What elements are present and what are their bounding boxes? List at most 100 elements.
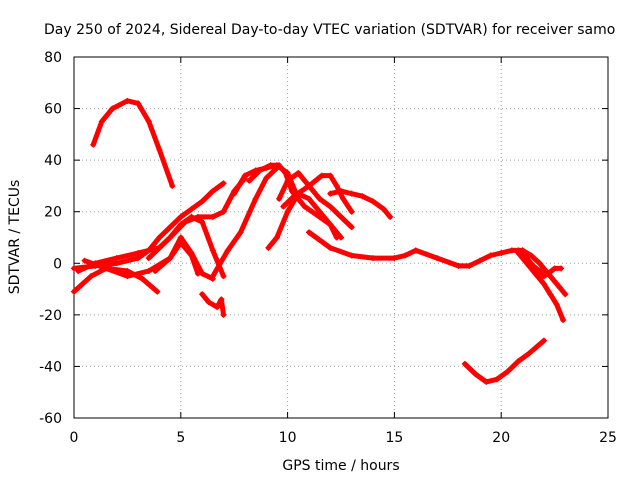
data-point bbox=[305, 182, 312, 189]
data-point bbox=[209, 188, 216, 195]
data-point bbox=[461, 360, 468, 367]
data-point bbox=[113, 255, 120, 262]
data-point bbox=[472, 371, 479, 378]
series-arc-13 bbox=[276, 170, 355, 231]
data-point bbox=[92, 260, 99, 267]
data-point bbox=[75, 268, 82, 275]
data-point bbox=[391, 255, 398, 262]
data-point bbox=[553, 301, 560, 308]
data-point bbox=[545, 270, 552, 277]
data-point bbox=[237, 229, 244, 236]
data-point bbox=[525, 350, 532, 357]
data-point bbox=[167, 224, 174, 231]
data-point bbox=[476, 257, 483, 264]
data-point bbox=[103, 265, 110, 272]
data-point bbox=[327, 221, 334, 228]
y-tick-label: 40 bbox=[44, 153, 62, 169]
data-point bbox=[333, 182, 340, 189]
data-point bbox=[81, 257, 88, 264]
data-point bbox=[387, 213, 394, 220]
data-point bbox=[139, 275, 146, 282]
data-point bbox=[455, 262, 462, 269]
data-point bbox=[71, 265, 77, 272]
data-point bbox=[177, 234, 184, 241]
data-point bbox=[301, 203, 308, 210]
series-line bbox=[210, 165, 280, 279]
data-point bbox=[167, 234, 174, 241]
series-line bbox=[520, 247, 568, 297]
data-point bbox=[167, 255, 174, 262]
data-point bbox=[515, 249, 522, 256]
data-point bbox=[338, 213, 344, 220]
data-point bbox=[169, 182, 176, 189]
data-point bbox=[145, 118, 152, 125]
data-point bbox=[536, 268, 543, 275]
data-point bbox=[267, 162, 274, 169]
data-point bbox=[214, 304, 221, 311]
data-point bbox=[182, 219, 189, 226]
data-point bbox=[109, 105, 116, 112]
data-point bbox=[188, 249, 195, 256]
series-line bbox=[462, 338, 547, 385]
data-point bbox=[113, 260, 120, 267]
data-point bbox=[348, 252, 355, 259]
data-point bbox=[145, 255, 152, 262]
data-point bbox=[540, 337, 547, 344]
data-point bbox=[340, 195, 347, 202]
data-point bbox=[263, 175, 270, 182]
data-point bbox=[348, 224, 355, 231]
series-line bbox=[71, 180, 226, 271]
data-point bbox=[402, 252, 409, 259]
data-point bbox=[90, 141, 97, 148]
data-point bbox=[284, 177, 291, 184]
data-point bbox=[434, 255, 441, 262]
data-point bbox=[276, 195, 283, 202]
series-line bbox=[265, 191, 344, 251]
data-point bbox=[246, 177, 253, 184]
data-point bbox=[305, 229, 312, 236]
data-point bbox=[483, 378, 490, 385]
plot-frame bbox=[73, 56, 609, 419]
data-point bbox=[199, 270, 206, 277]
data-point bbox=[124, 268, 131, 275]
data-point bbox=[205, 298, 212, 305]
series-arc-7 bbox=[152, 234, 216, 282]
data-point bbox=[519, 247, 526, 254]
series-line bbox=[515, 250, 566, 323]
x-tick-label: 0 bbox=[70, 430, 79, 446]
series-arc-20 bbox=[461, 337, 547, 385]
series-arc-8 bbox=[199, 291, 227, 318]
data-point bbox=[536, 260, 543, 267]
data-point bbox=[145, 268, 152, 275]
data-point bbox=[156, 234, 163, 241]
y-tick-label: -40 bbox=[39, 359, 62, 375]
data-point bbox=[466, 262, 473, 269]
data-point bbox=[209, 273, 216, 280]
y-tick-label: 60 bbox=[44, 102, 62, 118]
y-tick-label: 80 bbox=[44, 50, 62, 66]
series-arc-18 bbox=[515, 249, 567, 324]
data-point bbox=[209, 247, 216, 254]
y-tick-label: 0 bbox=[53, 256, 62, 272]
data-point bbox=[380, 206, 387, 213]
data-point bbox=[558, 265, 565, 272]
data-point bbox=[318, 172, 325, 179]
data-point bbox=[220, 273, 227, 280]
data-point bbox=[305, 195, 312, 202]
data-point bbox=[135, 255, 142, 262]
data-point bbox=[532, 270, 539, 277]
series-line bbox=[276, 170, 355, 230]
data-point bbox=[327, 203, 334, 210]
data-point bbox=[547, 291, 554, 298]
data-point bbox=[231, 190, 238, 197]
data-point bbox=[284, 208, 291, 215]
x-tick-label: 5 bbox=[176, 430, 185, 446]
data-point bbox=[504, 368, 511, 375]
data-point bbox=[327, 172, 334, 179]
x-axis-label: GPS time / hours bbox=[282, 458, 399, 474]
y-axis-label: SDTVAR / TECUs bbox=[7, 180, 23, 295]
data-point bbox=[218, 296, 225, 303]
data-point bbox=[316, 195, 323, 202]
data-point bbox=[199, 198, 206, 205]
